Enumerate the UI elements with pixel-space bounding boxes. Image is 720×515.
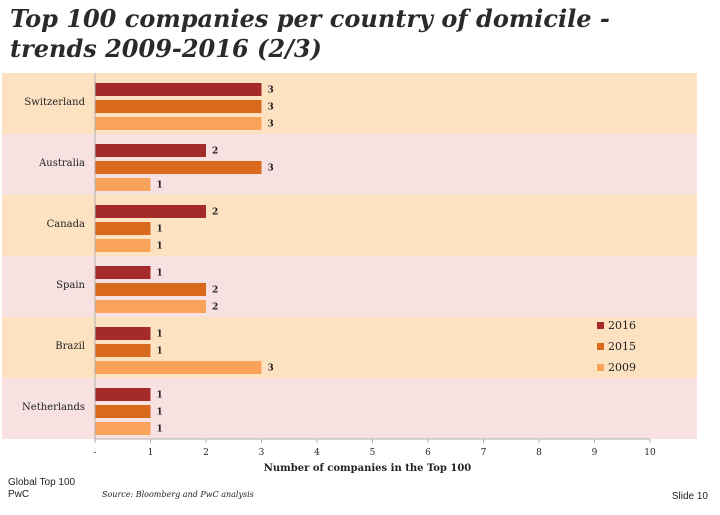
bar <box>95 222 151 235</box>
x-tick-label: 4 <box>314 448 320 458</box>
bar <box>95 344 151 357</box>
bar <box>95 300 206 313</box>
legend-label: 2009 <box>608 361 636 374</box>
x-tick-label: - <box>93 448 96 458</box>
bar <box>95 100 262 113</box>
category-label: Switzerland <box>24 97 85 108</box>
slide-title-line-2: trends 2009-2016 (2/3) <box>10 34 322 63</box>
footer-company: PwC <box>8 489 30 500</box>
data-label: 1 <box>157 425 163 435</box>
x-tick-label: 2 <box>203 448 209 458</box>
data-label: 1 <box>157 242 163 252</box>
data-label: 3 <box>268 364 274 374</box>
x-tick-label: 6 <box>425 448 431 458</box>
legend-label: 2016 <box>608 319 636 332</box>
data-label: 2 <box>212 147 218 157</box>
category-label: Australia <box>38 158 85 169</box>
data-label: 2 <box>212 208 218 218</box>
data-label: 3 <box>268 120 274 130</box>
slide-number: Slide 10 <box>671 491 708 502</box>
footer-report-name: Global Top 100 <box>8 477 76 488</box>
legend-swatch <box>597 364 604 371</box>
bar <box>95 205 206 218</box>
data-label: 1 <box>157 330 163 340</box>
bar <box>95 405 151 418</box>
x-tick-label: 1 <box>148 448 154 458</box>
data-label: 2 <box>212 286 218 296</box>
x-tick-label: 8 <box>536 448 542 458</box>
data-label: 1 <box>157 408 163 418</box>
data-label: 1 <box>157 181 163 191</box>
slide-title-line-1: Top 100 companies per country of domicil… <box>10 4 610 33</box>
bar <box>95 361 262 374</box>
slide-title: Top 100 companies per country of domicil… <box>10 4 710 64</box>
x-tick-label: 5 <box>370 448 376 458</box>
bar <box>95 117 262 130</box>
footer-left: Global Top 100 PwC <box>8 477 75 501</box>
bar <box>95 144 206 157</box>
data-label: 1 <box>157 269 163 279</box>
legend-label: 2015 <box>608 340 636 353</box>
bar <box>95 422 151 435</box>
data-label: 3 <box>268 164 274 174</box>
x-axis-title: Number of companies in the Top 100 <box>264 463 472 474</box>
bar <box>95 178 151 191</box>
data-label: 1 <box>157 391 163 401</box>
legend-swatch <box>597 343 604 350</box>
bar <box>95 266 151 279</box>
bar <box>95 327 151 340</box>
data-label: 3 <box>268 103 274 113</box>
category-label: Netherlands <box>22 402 85 413</box>
data-label: 2 <box>212 303 218 313</box>
data-label: 1 <box>157 347 163 357</box>
category-label: Canada <box>47 219 85 230</box>
x-tick-label: 9 <box>592 448 598 458</box>
legend-swatch <box>597 322 604 329</box>
x-tick-label: 7 <box>481 448 487 458</box>
bar <box>95 388 151 401</box>
data-label: 1 <box>157 225 163 235</box>
category-label: Spain <box>56 280 85 291</box>
bar <box>95 161 262 174</box>
footer-source: Source: Bloomberg and PwC analysis <box>102 490 254 499</box>
bar <box>95 283 206 296</box>
category-label: Brazil <box>55 341 85 352</box>
data-label: 3 <box>268 86 274 96</box>
x-tick-label: 3 <box>259 448 265 458</box>
bar <box>95 83 262 96</box>
bar <box>95 239 151 252</box>
bar-chart: Switzerland Australia Canada Spain Brazil Net… <box>2 73 697 474</box>
x-tick-label: 10 <box>644 448 656 458</box>
